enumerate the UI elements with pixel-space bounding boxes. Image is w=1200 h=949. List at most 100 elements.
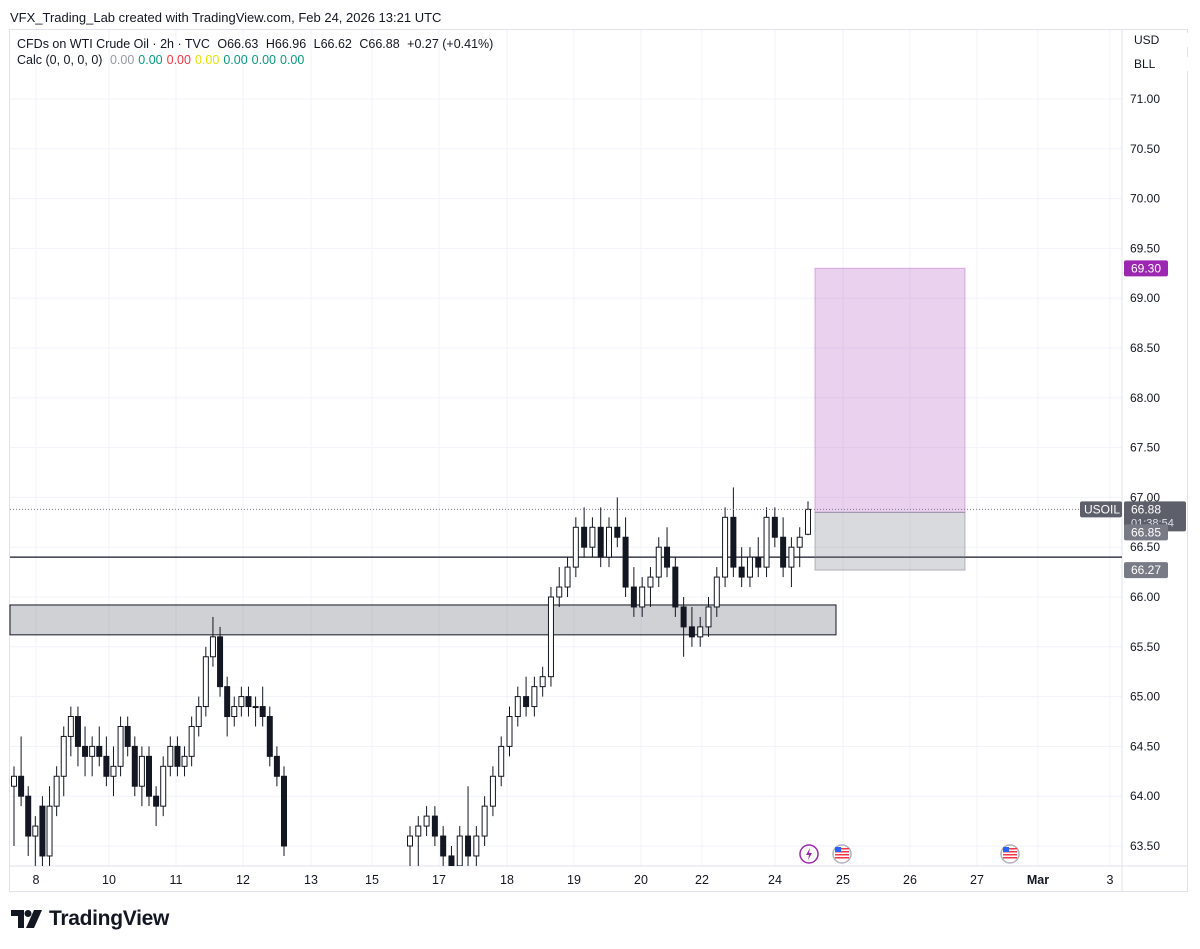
calc-value-6: 0.00	[280, 53, 305, 67]
legend-calc-values: 0.00 0.00 0.00 0.00 0.00 0.00 0.00	[110, 53, 308, 67]
chart-frame[interactable]	[9, 29, 1188, 892]
candle-body-up	[805, 508, 811, 535]
candle-body-down	[224, 686, 231, 718]
candle-body-up	[407, 835, 413, 847]
position-stop-zone	[814, 511, 966, 571]
candle-body-up	[514, 696, 521, 718]
candle-body-down	[614, 526, 621, 538]
candle-body-up	[188, 725, 195, 757]
x-tick-label: 22	[695, 873, 709, 887]
candle-body-down	[174, 745, 181, 767]
symbol-tag: USOIL	[1084, 502, 1120, 516]
candle-body-up	[564, 566, 571, 588]
stop-price-label: 66.27	[1131, 563, 1161, 577]
y-tick-label: 65.50	[1130, 640, 1160, 654]
candle-body-down	[96, 745, 103, 757]
entry-price-label: 66.85	[1131, 525, 1161, 539]
target-price-label: 69.30	[1131, 261, 1161, 275]
candle-body-up	[788, 546, 795, 568]
x-tick-label: 15	[365, 873, 379, 887]
candle-body-up	[456, 835, 463, 866]
legend-calc-label[interactable]: Calc (0, 0, 0, 0)	[17, 53, 103, 67]
candle-body-up	[697, 626, 704, 638]
candle-body-up	[53, 775, 60, 807]
candle-body-up	[713, 576, 720, 608]
candle-body-up	[46, 805, 53, 857]
candle-body-down	[755, 556, 762, 568]
candle-body-up	[67, 716, 74, 737]
axis-unit[interactable]: BLL	[1124, 57, 1188, 71]
candle-body-up	[655, 546, 662, 578]
candle-body-up	[539, 676, 546, 688]
candle-body-down	[465, 835, 472, 857]
candle-body-up	[606, 526, 612, 558]
candle-body-down	[597, 526, 604, 558]
candle-body-up	[796, 536, 803, 548]
candle-body-down	[153, 795, 160, 807]
candle-body-down	[448, 855, 455, 866]
candle-body-down	[18, 775, 25, 797]
flag-stripe	[835, 857, 849, 859]
candle-body-down	[266, 716, 273, 757]
tradingview-logo-icon	[11, 910, 42, 928]
candle-body-down	[281, 775, 287, 847]
flag-stripe	[835, 848, 849, 850]
candle-body-up	[231, 706, 238, 718]
candle-body-up	[572, 526, 579, 568]
candle-body-up	[639, 586, 646, 608]
flag-canton	[835, 847, 841, 852]
last-price-label: 66.88	[1131, 502, 1161, 516]
x-tick-label: 20	[634, 873, 648, 887]
candle-body-up	[181, 755, 188, 767]
candle-body-down	[124, 725, 131, 747]
y-tick-label: 67.00	[1130, 490, 1160, 504]
calc-value-2: 0.00	[166, 53, 191, 67]
candle-body-up	[746, 556, 753, 578]
candle-body-up	[238, 696, 245, 708]
x-tick-label: 19	[567, 873, 581, 887]
legend-calc-row: Calc (0, 0, 0, 0) 0.00 0.00 0.00 0.00 0.00 0.…	[17, 52, 497, 68]
candle-body-up	[195, 706, 202, 727]
candle-body-down	[39, 805, 46, 857]
flag-stripe	[1003, 851, 1017, 853]
candle-body-up	[32, 825, 39, 837]
x-tick-label: 13	[304, 873, 318, 887]
y-tick-label: 69.50	[1130, 241, 1160, 255]
x-tick-label: 26	[903, 873, 917, 887]
flag-canton	[1003, 847, 1009, 852]
x-tick-label: 24	[768, 873, 782, 887]
candle-body-down	[82, 745, 89, 757]
tradingview-logo[interactable]: TradingView	[11, 907, 169, 931]
candle-body-up	[415, 825, 422, 837]
candle-body-down	[74, 716, 81, 747]
x-tick-label: Mar	[1027, 873, 1049, 887]
calc-value-0: 0.00	[109, 53, 135, 67]
candle-body-up	[202, 656, 209, 708]
legend-ohlc-row: CFDs on WTI Crude Oil · 2h · TVC O66.63 …	[17, 36, 497, 52]
candles-group	[11, 487, 811, 866]
candle-body-down	[730, 516, 737, 568]
chart-legend: CFDs on WTI Crude Oil · 2h · TVC O66.63 …	[17, 36, 497, 68]
candle-body-up	[160, 765, 167, 807]
legend-open: O66.63	[217, 37, 259, 51]
y-tick-label: 66.50	[1130, 540, 1160, 554]
candle-body-up	[556, 586, 563, 598]
candle-body-up	[705, 606, 712, 628]
calc-value-4: 0.00	[223, 53, 248, 67]
candle-body-up	[531, 686, 538, 708]
axis-currency[interactable]: USD	[1124, 33, 1188, 47]
candle-body-down	[523, 696, 530, 708]
candle-body-up	[722, 516, 729, 578]
candle-body-down	[103, 755, 110, 777]
candle-body-up	[589, 526, 596, 548]
candle-body-down	[680, 606, 687, 628]
candle-body-up	[473, 835, 480, 857]
y-tick-label: 69.00	[1130, 291, 1160, 305]
candle-body-down	[146, 755, 152, 797]
candle-body-down	[664, 546, 671, 568]
legend-symbol[interactable]: CFDs on WTI Crude Oil · 2h · TVC	[17, 37, 210, 51]
y-tick-label: 65.00	[1130, 690, 1160, 704]
flag-stripe	[1003, 848, 1017, 850]
y-tick-label: 71.00	[1130, 92, 1160, 106]
